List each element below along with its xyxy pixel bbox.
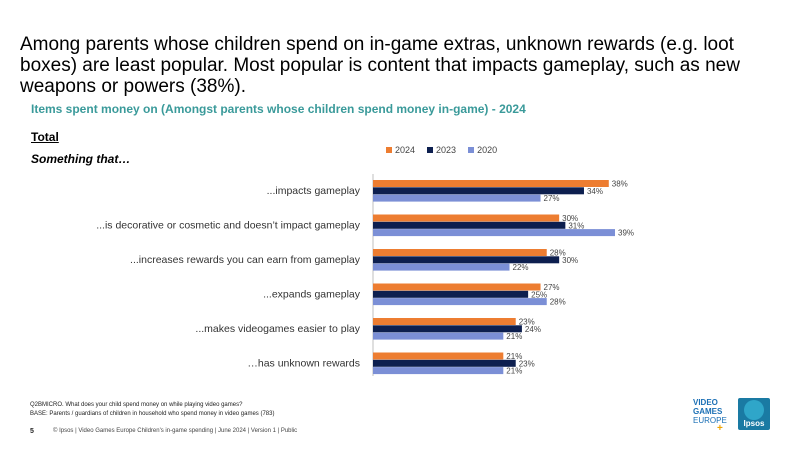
- data-label-2023: 24%: [525, 325, 541, 334]
- legend-item-2020: 2020: [468, 145, 497, 155]
- footer-text: © Ipsos | Video Games Europe Children's …: [53, 428, 298, 434]
- data-label-2024: 21%: [506, 352, 522, 361]
- data-label-2020: 28%: [550, 298, 566, 307]
- ipsos-logo-circle: [744, 400, 764, 420]
- bar-2024: [373, 318, 516, 325]
- bar-2020: [373, 263, 510, 271]
- footnotes: Q2BMICRO. What does your child spend mon…: [30, 401, 274, 419]
- ipsos-logo: Ipsos: [738, 398, 770, 430]
- data-label-2024: 23%: [519, 318, 535, 327]
- bar-2024: [373, 180, 609, 187]
- category-label: …has unknown rewards: [247, 357, 360, 369]
- category-label: ...makes videogames easier to play: [195, 323, 360, 335]
- video-games-europe-logo: VIDEO GAMES EUROPE +: [693, 398, 733, 434]
- footnote-question: Q2BMICRO. What does your child spend mon…: [30, 402, 243, 408]
- data-label-2020: 21%: [506, 367, 522, 376]
- data-label-2023: 34%: [587, 187, 603, 196]
- data-label-2023: 25%: [531, 290, 547, 299]
- legend-swatch-2024: [386, 147, 392, 153]
- vge-logo-plus: +: [717, 423, 723, 434]
- legend-swatch-2020: [468, 147, 475, 153]
- data-label-2023: 31%: [568, 221, 584, 230]
- data-label-2023: 23%: [519, 359, 535, 368]
- bar-2020: [373, 332, 504, 340]
- bar-2024: [373, 249, 547, 256]
- data-label-2024: 30%: [562, 214, 578, 223]
- bar-2024: [373, 283, 541, 291]
- vge-logo-line-2: GAMES: [693, 407, 723, 416]
- total-label: Total: [31, 130, 59, 144]
- legend-label-2020: 2020: [477, 145, 498, 155]
- bar-2024: [373, 352, 504, 360]
- data-label-2020: 21%: [506, 332, 522, 341]
- category-label: ...increases rewards you can earn from g…: [130, 254, 361, 266]
- category-label: ...expands gameplay: [263, 288, 361, 300]
- legend-swatch-2023: [427, 147, 434, 153]
- legend-item-2023: 2023: [427, 145, 456, 155]
- bar-2023: [373, 325, 522, 333]
- legend-label-2023: 2023: [436, 145, 457, 155]
- data-label-2020: 27%: [544, 194, 560, 203]
- bar-2023: [373, 359, 516, 367]
- bar-2020: [373, 229, 615, 237]
- bar-2020: [373, 194, 541, 202]
- vge-logo-line-1: VIDEO: [693, 398, 718, 407]
- something-label: Something that…: [31, 152, 131, 166]
- footnote-base: BASE: Parents / guardians of children in…: [30, 411, 275, 417]
- chart-subtitle: Items spent money on (Amongst parents wh…: [31, 102, 526, 116]
- chart-legend: 2024 2023 2020: [386, 145, 497, 155]
- category-label: ...impacts gameplay: [267, 185, 361, 197]
- data-label-2024: 27%: [544, 283, 560, 292]
- vge-logo-line-3: EUROPE: [693, 416, 727, 425]
- bar-2023: [373, 221, 566, 229]
- bar-2020: [373, 298, 547, 306]
- bar-2020: [373, 367, 504, 375]
- bar-2024: [373, 214, 560, 222]
- bar-2023: [373, 290, 529, 298]
- data-label-2020: 39%: [618, 229, 634, 238]
- ipsos-logo-text: Ipsos: [743, 419, 765, 428]
- data-label-2024: 38%: [612, 180, 628, 189]
- bar-2023: [373, 256, 560, 264]
- data-label-2020: 22%: [513, 263, 529, 272]
- bar-2023: [373, 187, 584, 195]
- bar-chart: ...impacts gameplay 38% 34% 27% ...is decora…: [96, 174, 634, 376]
- legend-item-2024: 2024: [386, 145, 415, 155]
- page-number: 5: [30, 428, 34, 435]
- legend-label-2024: 2024: [395, 145, 416, 155]
- data-label-2024: 28%: [550, 249, 566, 258]
- category-label: ...is decorative or cosmetic and doesn’t…: [96, 219, 361, 231]
- headline: Among parents whose children spend on in…: [20, 34, 740, 97]
- data-label-2023: 30%: [562, 256, 578, 265]
